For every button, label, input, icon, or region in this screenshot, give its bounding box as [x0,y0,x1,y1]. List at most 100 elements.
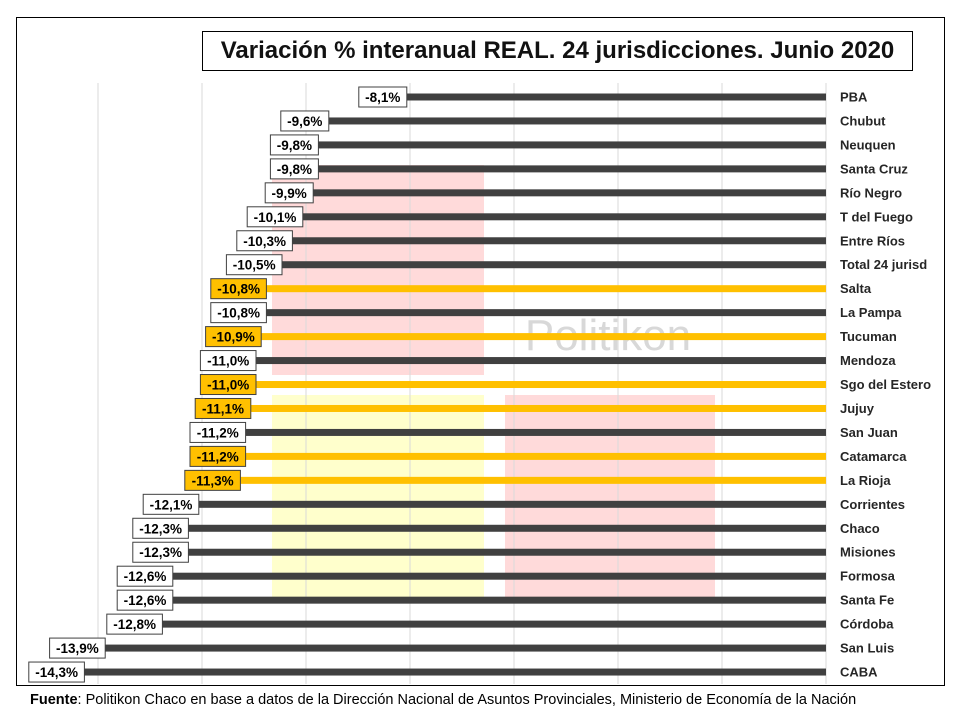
category-label: Tucuman [840,329,897,344]
source-text: : Politikon Chaco en base a datos de la … [77,692,857,708]
chart-title: Variación % interanual REAL. 24 jurisdic… [202,31,913,71]
data-label: -10,5% [233,258,276,273]
bar [238,476,826,484]
data-label: -11,2% [197,449,239,464]
bar [243,428,827,436]
category-label: Río Negro [840,185,902,200]
decor-shape-yellow [272,395,484,602]
category-label: Neuquen [840,137,896,152]
data-label: -12,8% [113,617,156,632]
category-label: CABA [840,665,878,680]
data-label: -12,3% [139,521,182,536]
data-label-box [132,517,189,539]
data-label-box [210,302,267,324]
data-label: -10,8% [217,282,260,297]
data-label: -14,3% [35,665,78,680]
bar [311,189,826,197]
bar [196,500,827,508]
data-label-box [199,374,257,396]
data-label: -12,1% [150,497,193,512]
category-label: Chubut [840,113,886,128]
data-label-box [210,278,267,300]
category-label: Santa Fe [840,593,894,608]
data-label: -12,6% [124,569,167,584]
category-label: Entre Ríos [840,233,905,248]
category-label: Sgo del Estero [840,377,931,392]
category-label: Total 24 jurisd [840,257,927,272]
data-label-box [358,86,408,108]
category-label: La Pampa [840,305,902,320]
category-label: Mendoza [840,353,896,368]
data-label: -11,2% [197,425,239,440]
data-label: -9,8% [277,162,312,177]
category-label: T del Fuego [840,209,913,224]
bar [170,572,827,580]
bar [316,165,826,173]
bar [82,668,826,676]
category-label: PBA [840,90,868,105]
source-note: Fuente: Politikon Chaco en base a datos … [30,692,856,708]
data-label-box [246,206,304,228]
data-label: -12,3% [139,545,182,560]
category-label: Chaco [840,521,880,536]
bar [254,381,826,389]
data-label: -10,8% [217,306,260,321]
data-label-box [184,469,241,491]
data-label-box [106,613,163,635]
bar [280,261,826,269]
data-label-box [269,134,319,156]
decor-shape-pink-lower [505,395,715,602]
bar [248,404,827,412]
data-label-box [269,158,319,180]
bar [160,620,826,628]
source-label: Fuente [30,692,78,708]
category-label: Santa Cruz [840,161,908,176]
data-label-box [142,493,200,515]
data-label-box [132,541,189,563]
data-label: -9,6% [287,114,322,129]
data-label: -12,6% [124,593,167,608]
category-label: Corrientes [840,497,905,512]
bar [300,213,826,221]
bar [186,524,826,532]
data-label-box [199,350,257,372]
bar [264,285,826,293]
data-label-box [28,661,85,683]
data-label-box [116,565,174,587]
data-label: -9,8% [277,138,312,153]
data-label: -10,3% [243,234,286,249]
data-label: -11,1% [202,401,244,416]
category-label: Córdoba [840,617,894,632]
bar [243,452,827,460]
bar [404,93,826,101]
category-label: Formosa [840,569,896,584]
bar [316,141,826,149]
data-label: -8,1% [365,90,400,105]
data-label: -13,9% [56,641,99,656]
category-label: San Juan [840,425,898,440]
category-label: Salta [840,281,872,296]
data-label: -11,0% [207,354,249,369]
data-label-box [194,397,252,419]
data-label: -11,0% [207,378,249,393]
data-label: -10,1% [254,210,297,225]
data-label-box [225,254,283,276]
data-label: -9,9% [272,186,307,201]
data-label-box [280,110,330,132]
bar [290,237,826,245]
category-label: San Luis [840,641,894,656]
bar [186,548,826,556]
category-label: Misiones [840,545,896,560]
data-label-box [236,230,293,252]
category-label: Jujuy [840,401,875,416]
bar [170,596,827,604]
category-label: Catamarca [840,449,907,464]
data-label-box [264,182,314,204]
category-label: La Rioja [840,473,891,488]
data-label-box [189,421,247,443]
data-label-box [116,589,174,611]
data-label-box [205,326,262,348]
data-label: -11,3% [192,473,234,488]
bar [254,357,826,365]
